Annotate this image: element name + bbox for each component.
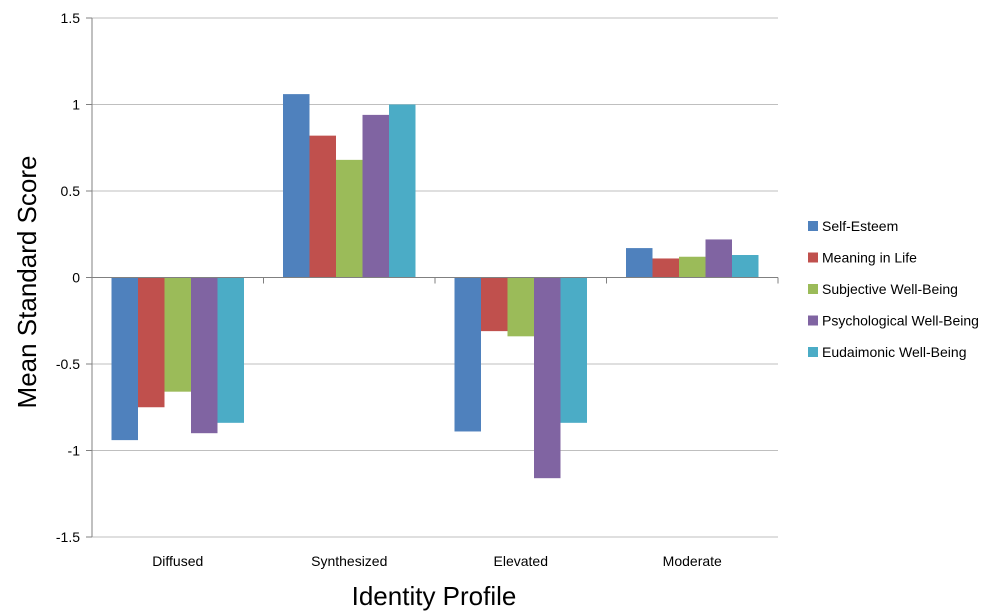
legend-swatch [808,221,818,231]
bar-subjective-well-being-moderate [679,256,706,278]
bar-psychological-well-being-diffused [191,277,218,434]
y-axis-title: Mean Standard Score [12,156,42,409]
legend-label: Self-Esteem [822,218,898,234]
bar-meaning-in-life-elevated [481,277,508,332]
bar-eudaimonic-well-being-synthesized [389,104,416,278]
bar-psychological-well-being-elevated [534,277,561,479]
bar-meaning-in-life-synthesized [309,135,336,278]
legend-label: Psychological Well-Being [822,313,979,329]
y-tick-label: 1.5 [61,10,81,26]
legend-swatch [808,315,818,326]
y-tick-label: 0.5 [61,183,81,199]
bar-self-esteem-synthesized [283,94,310,278]
bar-meaning-in-life-moderate [652,258,679,278]
legend-swatch [808,252,818,263]
axes [86,17,779,538]
y-tick-label: 0 [72,270,80,286]
bar-eudaimonic-well-being-elevated [560,277,587,423]
bar-subjective-well-being-diffused [164,277,191,392]
bars [111,94,759,479]
legend-swatch [808,347,818,357]
y-tick-label: -1.5 [56,529,80,545]
bar-self-esteem-moderate [626,248,653,278]
legend-label: Eudaimonic Well-Being [822,344,966,360]
legend-label: Meaning in Life [822,250,917,266]
y-tick-labels: 1.5 1 0.5 0 -0.5 -1 -1.5 [56,10,80,545]
x-tick-label: Elevated [494,553,548,569]
bar-self-esteem-diffused [111,277,138,441]
legend: Self-Esteem Meaning in Life Subjective Wel… [808,218,979,360]
bar-subjective-well-being-synthesized [336,159,363,278]
bar-psychological-well-being-synthesized [362,114,389,278]
bar-self-esteem-elevated [454,277,481,432]
bar-meaning-in-life-diffused [138,277,165,408]
y-tick-label: 1 [72,97,80,113]
x-tick-label: Synthesized [311,553,387,569]
legend-label: Subjective Well-Being [822,281,958,297]
x-tick-label: Moderate [663,553,722,569]
legend-swatch [808,284,818,294]
bar-subjective-well-being-elevated [507,277,534,337]
x-tick-label: Diffused [152,553,203,569]
bar-eudaimonic-well-being-moderate [732,255,759,278]
bar-psychological-well-being-moderate [705,239,732,278]
x-axis-title: Identity Profile [352,581,517,611]
y-tick-label: -1 [68,443,81,459]
y-tick-label: -0.5 [56,356,80,372]
bar-eudaimonic-well-being-diffused [217,277,244,423]
x-tick-labels: Diffused Synthesized Elevated Moderate [152,553,722,569]
